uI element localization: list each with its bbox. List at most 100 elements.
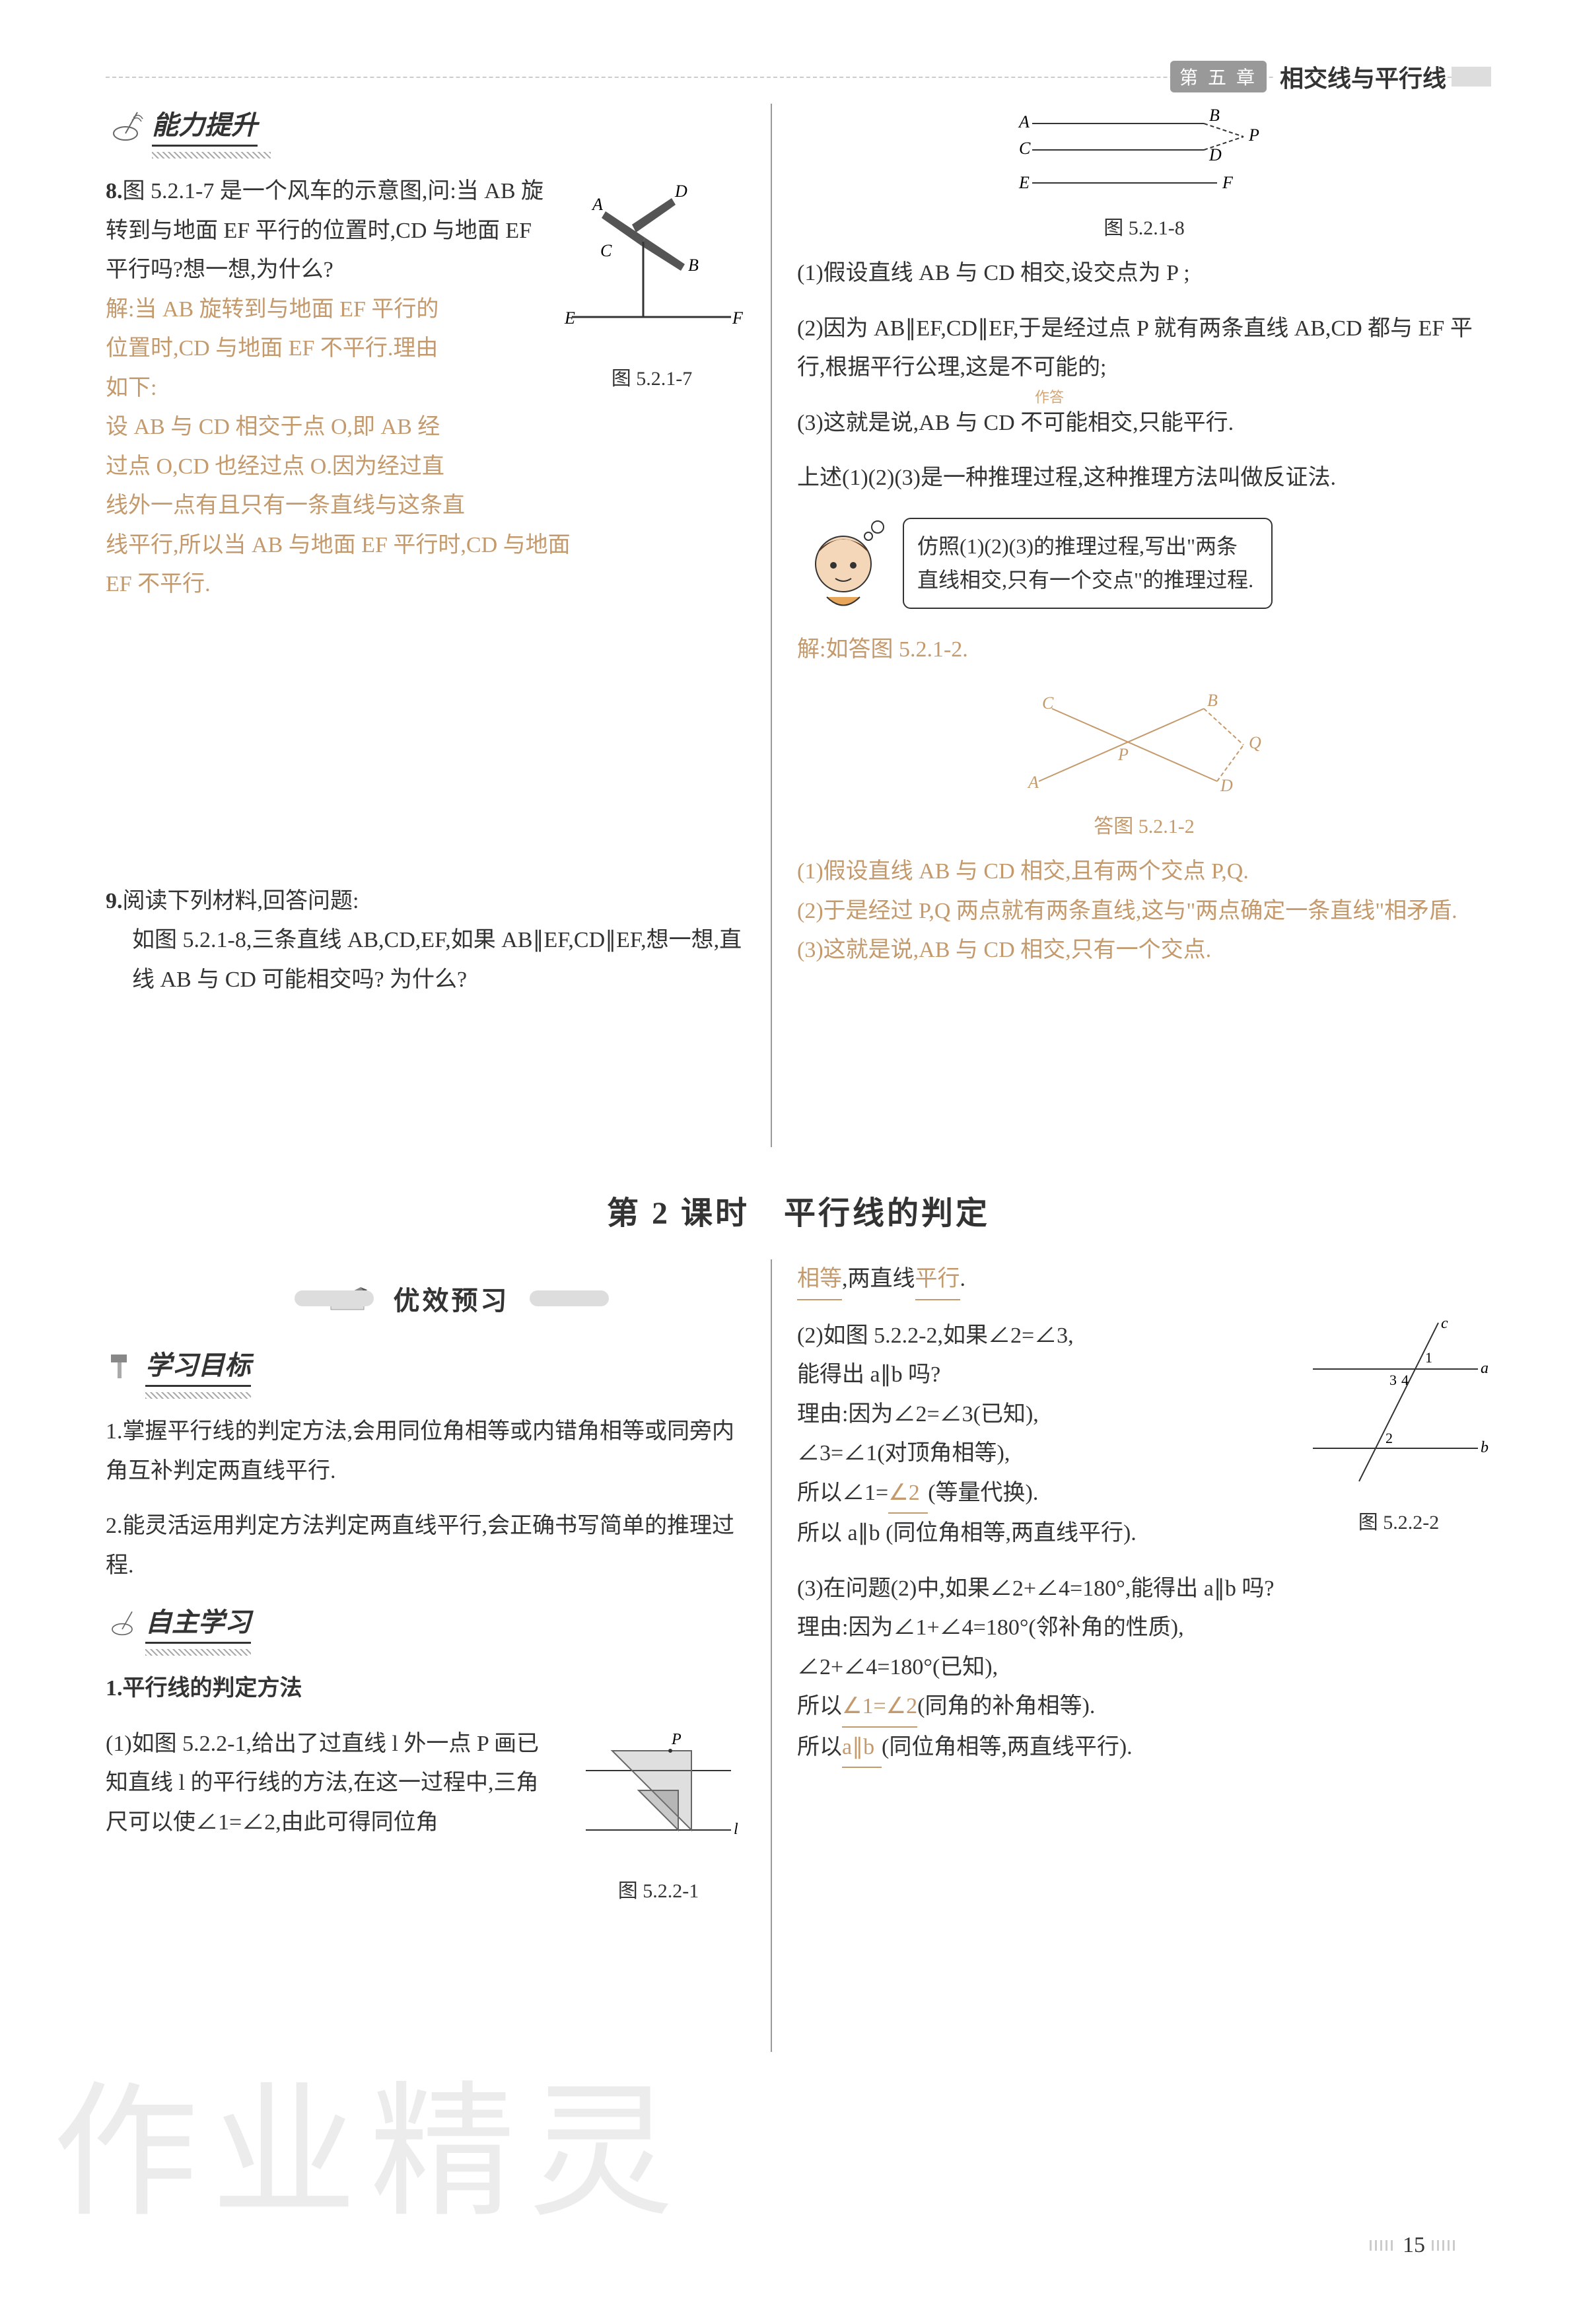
fill-2: 平行 — [915, 1259, 960, 1300]
problem-9-step1: (1)假设直线 AB 与 CD 相交,设交点为 P ; — [797, 254, 1491, 293]
figure-5-2-1-8-label: 图 5.2.1-8 — [797, 211, 1491, 240]
svg-text:E: E — [1018, 173, 1030, 192]
satellite-icon — [106, 106, 145, 145]
chapter-badge: 第 五 章 — [1170, 61, 1267, 92]
answer-figure-label: 答图 5.2.1-2 — [797, 810, 1491, 839]
goals-title: 学习目标 — [145, 1344, 251, 1387]
answer-line: 线平行,所以当 AB 与地面 EF 平行时,CD 与地面 — [106, 526, 744, 565]
figure-5-2-1-7: D A B C E F 图 5.2.1-7 — [559, 172, 744, 396]
p1-cont: ,两直线 — [842, 1267, 915, 1291]
svg-text:C: C — [1042, 693, 1054, 713]
svg-text:c: c — [1441, 1316, 1448, 1332]
boy-thinking-icon — [797, 518, 890, 617]
problem-9-conclusion: 上述(1)(2)(3)是一种推理过程,这种推理方法叫做反证法. — [797, 458, 1491, 498]
p2-l4-b: (等量代换). — [928, 1481, 1038, 1505]
p3-l4: 所以a∥b(同位角相等,两直线平行). — [797, 1728, 1491, 1769]
svg-text:3: 3 — [1389, 1372, 1397, 1388]
note-small: 作答 — [1035, 385, 1064, 411]
svg-text:B: B — [688, 256, 699, 275]
ability-section-header: 能力提升 — [106, 104, 744, 147]
problem-9-ans3: (3)这就是说,AB 与 CD 相交,只有一个交点. — [797, 931, 1491, 970]
page-number: 15 — [1370, 2233, 1458, 2258]
p3-l4-b: (同位角相等,两直线平行). — [882, 1735, 1133, 1759]
svg-text:F: F — [1222, 173, 1234, 192]
page-number-text: 15 — [1403, 2233, 1425, 2258]
p1-text: (1)如图 5.2.2-1,给出了过直线 l 外一点 P 画已知直线 l 的平行… — [106, 1732, 539, 1835]
svg-text:b: b — [1481, 1439, 1489, 1456]
figure-5-2-2-1-label: 图 5.2.2-1 — [573, 1874, 744, 1909]
svg-text:D: D — [1220, 776, 1233, 795]
problem-8-text: 图 5.2.1-7 是一个风车的示意图,问:当 AB 旋转到与地面 EF 平行的… — [106, 179, 543, 282]
problem-9-line1: 阅读下列材料,回答问题: — [123, 889, 359, 913]
para-1: P l 图 5.2.2-1 (1)如图 5.2.2-1,给出了过直线 l 外一点… — [106, 1724, 744, 1916]
svg-text:4: 4 — [1401, 1372, 1409, 1388]
answer-line: EF 不平行. — [106, 565, 744, 604]
svg-text:l: l — [734, 1821, 738, 1838]
p3-fill-2: a∥b — [842, 1728, 882, 1769]
figure-5-2-1-7-label: 图 5.2.1-7 — [559, 362, 744, 397]
p3-l4-a: 所以 — [797, 1735, 842, 1759]
figure-5-2-1-8: A B P C D E F 图 5.2.1-8 — [797, 104, 1491, 240]
problem-9-ans1: (1)假设直线 AB 与 CD 相交,且有两个交点 P,Q. — [797, 852, 1491, 892]
problem-9: 9.阅读下列材料,回答问题: 如图 5.2.1-8,三条直线 AB,CD,EF,… — [106, 882, 744, 1000]
para-3: (3)在问题(2)中,如果∠2+∠4=180°,能得出 a∥b 吗? 理由:因为… — [797, 1569, 1491, 1769]
column-divider — [771, 104, 772, 1147]
figure-5-2-2-2: a b c 1 4 3 2 图 5.2.2-2 — [1306, 1316, 1491, 1541]
lesson-2-title: 第 2 课时 平行线的判定 — [106, 1187, 1491, 1233]
problem-9-answer-head: 解:如答图 5.2.1-2. — [797, 630, 1491, 670]
hatch-decoration-2 — [145, 1392, 251, 1399]
satellite-icon-2 — [106, 1606, 139, 1639]
p3-l3: 所以∠1=∠2(同角的补角相等). — [797, 1687, 1491, 1728]
problem-9-line2: 如图 5.2.1-8,三条直线 AB,CD,EF,如果 AB∥EF,CD∥EF,… — [106, 921, 744, 999]
answer-line: 过点 O,CD 也经过点 O.因为经过直 — [106, 447, 744, 487]
fill-line-1: 相等,两直线平行. — [797, 1259, 1491, 1300]
answer-line: 设 AB 与 CD 相交于点 O,即 AB 经 — [106, 407, 744, 447]
answer-figure-5-2-1-2: C B A D P Q 答图 5.2.1-2 — [797, 682, 1491, 839]
svg-text:A: A — [591, 195, 603, 214]
p2-fill: ∠2 — [888, 1473, 928, 1514]
answer-line: 线外一点有且只有一条直线与这条直 — [106, 486, 744, 526]
problem-9-step3: 作答 (3)这就是说,AB 与 CD 不可能相交,只能平行. — [797, 404, 1491, 443]
page-deco-right — [1432, 2240, 1458, 2251]
svg-text:E: E — [564, 308, 575, 328]
problem-9-number: 9. — [106, 889, 123, 913]
step3-text: (3)这就是说,AB 与 CD 不可能相交,只能平行. — [797, 411, 1234, 435]
fill-1: 相等 — [797, 1259, 842, 1300]
svg-text:D: D — [1209, 145, 1222, 164]
p3-l3-b: (同角的补角相等). — [917, 1694, 1095, 1718]
figure-5-2-2-1: P l 图 5.2.2-1 — [573, 1724, 744, 1909]
hammer-icon — [106, 1349, 139, 1382]
hatch-decoration-3 — [145, 1649, 251, 1656]
chapter-header: 第 五 章 相交线与平行线 — [106, 59, 1491, 94]
para-2: a b c 1 4 3 2 图 5.2.2-2 (2)如图 5.2.2-2,如果… — [797, 1316, 1491, 1553]
svg-text:Q: Q — [1249, 733, 1261, 752]
banner-text: 优效预习 — [380, 1273, 523, 1324]
chapter-title: 相交线与平行线 — [1275, 59, 1446, 94]
svg-text:P: P — [1117, 745, 1129, 764]
svg-text:A: A — [1018, 112, 1030, 131]
subhead-1: 1.平行线的判定方法 — [106, 1669, 744, 1708]
p3-l2: ∠2+∠4=180°(已知), — [797, 1648, 1491, 1687]
svg-text:C: C — [600, 241, 612, 260]
p3-fill-1: ∠1=∠2 — [842, 1687, 917, 1728]
svg-text:B: B — [1207, 691, 1218, 710]
p2-l4-a: 所以∠1= — [797, 1481, 888, 1505]
svg-text:P: P — [671, 1731, 682, 1748]
problem-9-ans2: (2)于是经过 P,Q 两点就有两条直线,这与"两点确定一条直线"相矛盾. — [797, 892, 1491, 931]
page-deco-left — [1370, 2240, 1396, 2251]
goal-2: 2.能灵活运用判定方法判定两直线平行,会正确书写简单的推理过程. — [106, 1506, 744, 1585]
problem-9-step2: (2)因为 AB∥EF,CD∥EF,于是经过点 P 就有两条直线 AB,CD 都… — [797, 309, 1491, 388]
p3-reason: 理由:因为∠1+∠4=180°(邻补角的性质), — [797, 1608, 1491, 1648]
svg-text:a: a — [1481, 1360, 1489, 1377]
problem-8: D A B C E F 图 5.2.1-7 8.图 5.2.1-7 是一个风车的… — [106, 172, 744, 604]
p3-head: (3)在问题(2)中,如果∠2+∠4=180°,能得出 a∥b 吗? — [797, 1569, 1491, 1609]
preview-banner: 优效预习 — [106, 1273, 744, 1324]
column-divider-2 — [771, 1259, 772, 2052]
goals-header: 学习目标 — [106, 1344, 744, 1387]
self-study-header: 自主学习 — [106, 1601, 744, 1644]
svg-text:F: F — [732, 308, 744, 328]
cartoon-speech-row: 仿照(1)(2)(3)的推理过程,写出"两条直线相交,只有一个交点"的推理过程. — [797, 518, 1491, 617]
self-study-title: 自主学习 — [145, 1601, 251, 1644]
svg-text:C: C — [1019, 139, 1031, 158]
svg-text:B: B — [1209, 106, 1220, 125]
